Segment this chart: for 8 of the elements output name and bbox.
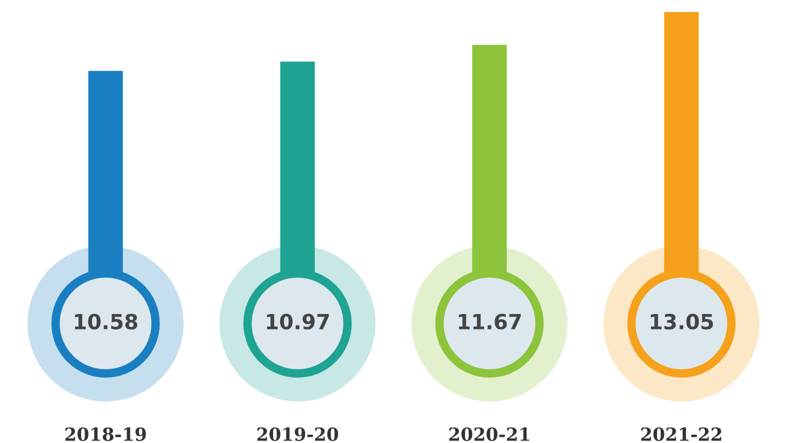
x-tick-label: 2021-22 (641, 427, 722, 441)
x-tick-label: 2019-20 (257, 427, 338, 441)
x-tick-label: 2020-21 (449, 427, 530, 441)
data-label: 13.05 (650, 314, 713, 330)
data-label: 10.58 (74, 314, 138, 330)
x-tick-label: 2018-19 (65, 427, 146, 441)
data-label: 10.97 (266, 314, 329, 330)
data-label: 11.67 (458, 314, 521, 330)
